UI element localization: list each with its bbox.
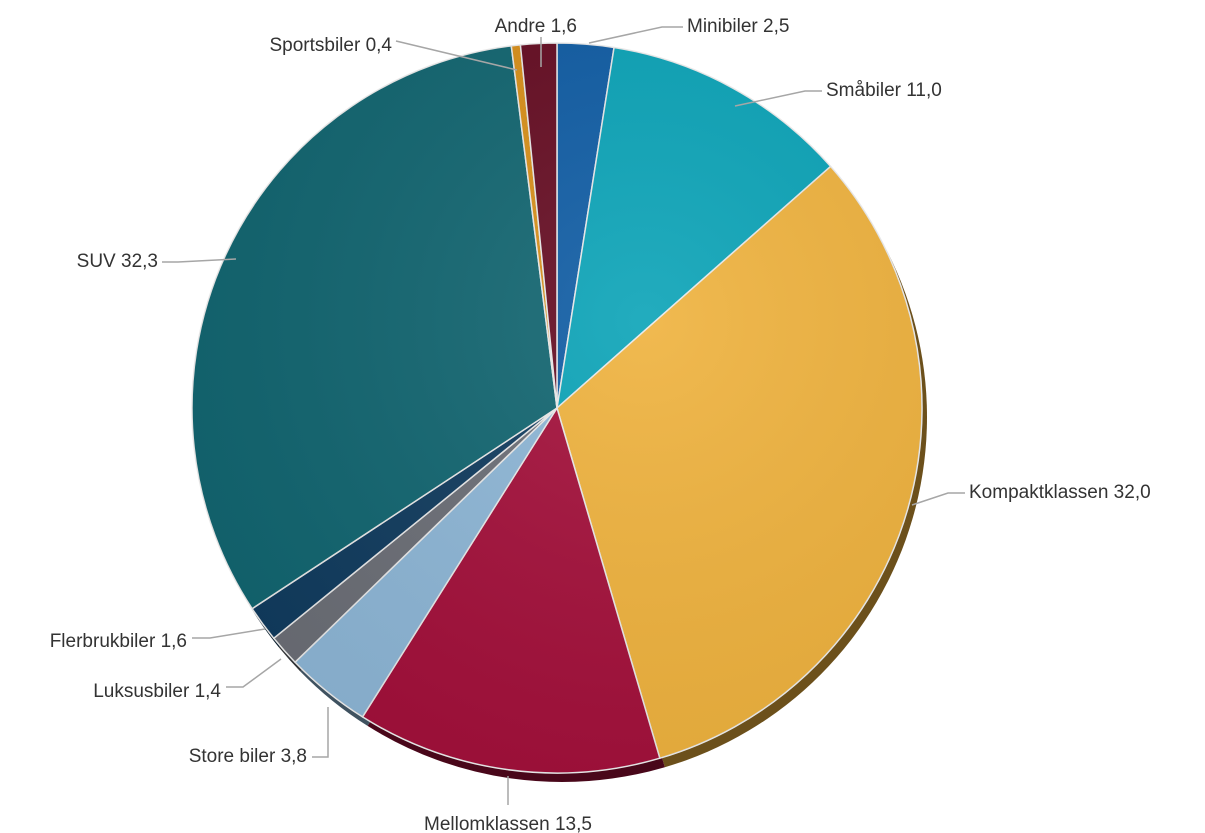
leader-line-store-biler [312, 707, 329, 758]
slice-label-suv: SUV 32,3 [77, 251, 158, 272]
slice-label-value: 1,6 [545, 16, 577, 37]
slice-label-value: 2,5 [758, 16, 790, 37]
slice-label-value: 11,0 [901, 80, 942, 101]
slice-label-kompaktklassen: Kompaktklassen 32,0 [969, 482, 1151, 503]
slice-label-minibiler: Minibiler 2,5 [687, 16, 789, 37]
slice-label-luksusbiler: Luksusbiler 1,4 [93, 681, 221, 702]
slice-label-value: 32,0 [1108, 482, 1150, 503]
leader-line-smabiler [734, 90, 822, 107]
slice-label-flerbrukbiler: Flerbrukbiler 1,6 [50, 631, 187, 652]
slice-label-name: Store biler [189, 746, 276, 767]
leader-line-flerbrukbiler [192, 628, 266, 639]
slice-label-name: Kompaktklassen [969, 482, 1108, 503]
slice-label-andre: Andre 1,6 [495, 16, 577, 37]
leader-line-luksusbiler [226, 658, 282, 688]
leader-line-suv [162, 258, 237, 263]
slice-label-smabiler: Småbiler 11,0 [826, 80, 942, 101]
slice-label-store-biler: Store biler 3,8 [189, 746, 307, 767]
slice-label-mellomklassen: Mellomklassen 13,5 [424, 814, 592, 833]
slice-labels: Minibiler 2,5 Småbiler 11,0 Kompaktklassen… [50, 16, 1151, 833]
slice-label-name: Luksusbiler [93, 681, 190, 702]
slice-label-value: 0,4 [360, 35, 392, 56]
slice-label-name: Sportsbiler [269, 35, 360, 56]
slice-label-name: Flerbrukbiler [50, 631, 156, 652]
leader-lines [162, 26, 965, 805]
slice-label-name: Minibiler [687, 16, 758, 37]
slice-label-name: Småbiler [826, 80, 902, 101]
slice-label-value: 1,6 [155, 631, 187, 652]
slice-label-value: 32,3 [116, 251, 158, 272]
slice-label-value: 1,4 [189, 681, 221, 702]
slice-label-name: SUV [77, 251, 116, 272]
pie-slices [191, 42, 923, 774]
leader-line-minibiler [588, 26, 683, 44]
leader-line-sportsbiler [395, 40, 518, 71]
leader-line-kompaktklassen [911, 492, 965, 506]
slice-label-value: 13,5 [550, 814, 592, 833]
slice-label-name: Andre [495, 16, 546, 37]
slice-label-value: 3,8 [275, 746, 307, 767]
slice-label-name: Mellomklassen [424, 814, 550, 833]
slice-label-sportsbiler: Sportsbiler 0,4 [269, 35, 392, 56]
